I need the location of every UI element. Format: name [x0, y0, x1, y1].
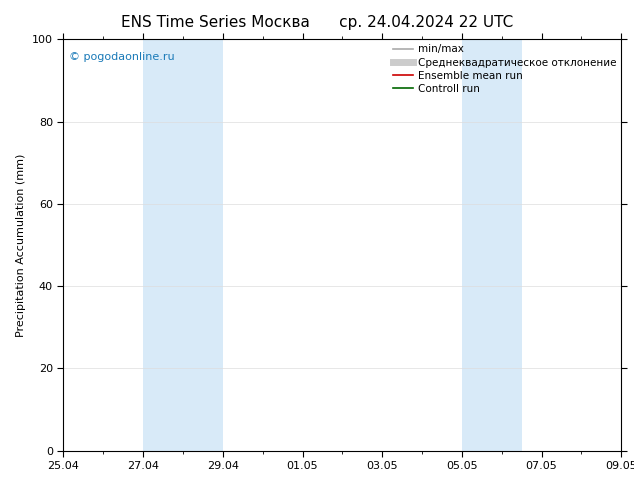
Legend: min/max, Среднеквадратическое отклонение, Ensemble mean run, Controll run: min/max, Среднеквадратическое отклонение… — [391, 42, 618, 96]
Text: © pogodaonline.ru: © pogodaonline.ru — [69, 51, 174, 62]
Y-axis label: Precipitation Accumulation (mm): Precipitation Accumulation (mm) — [16, 153, 27, 337]
Bar — [462, 39, 522, 451]
Text: ENS Time Series Москва      ср. 24.04.2024 22 UTC: ENS Time Series Москва ср. 24.04.2024 22… — [121, 15, 513, 30]
Bar — [143, 39, 223, 451]
